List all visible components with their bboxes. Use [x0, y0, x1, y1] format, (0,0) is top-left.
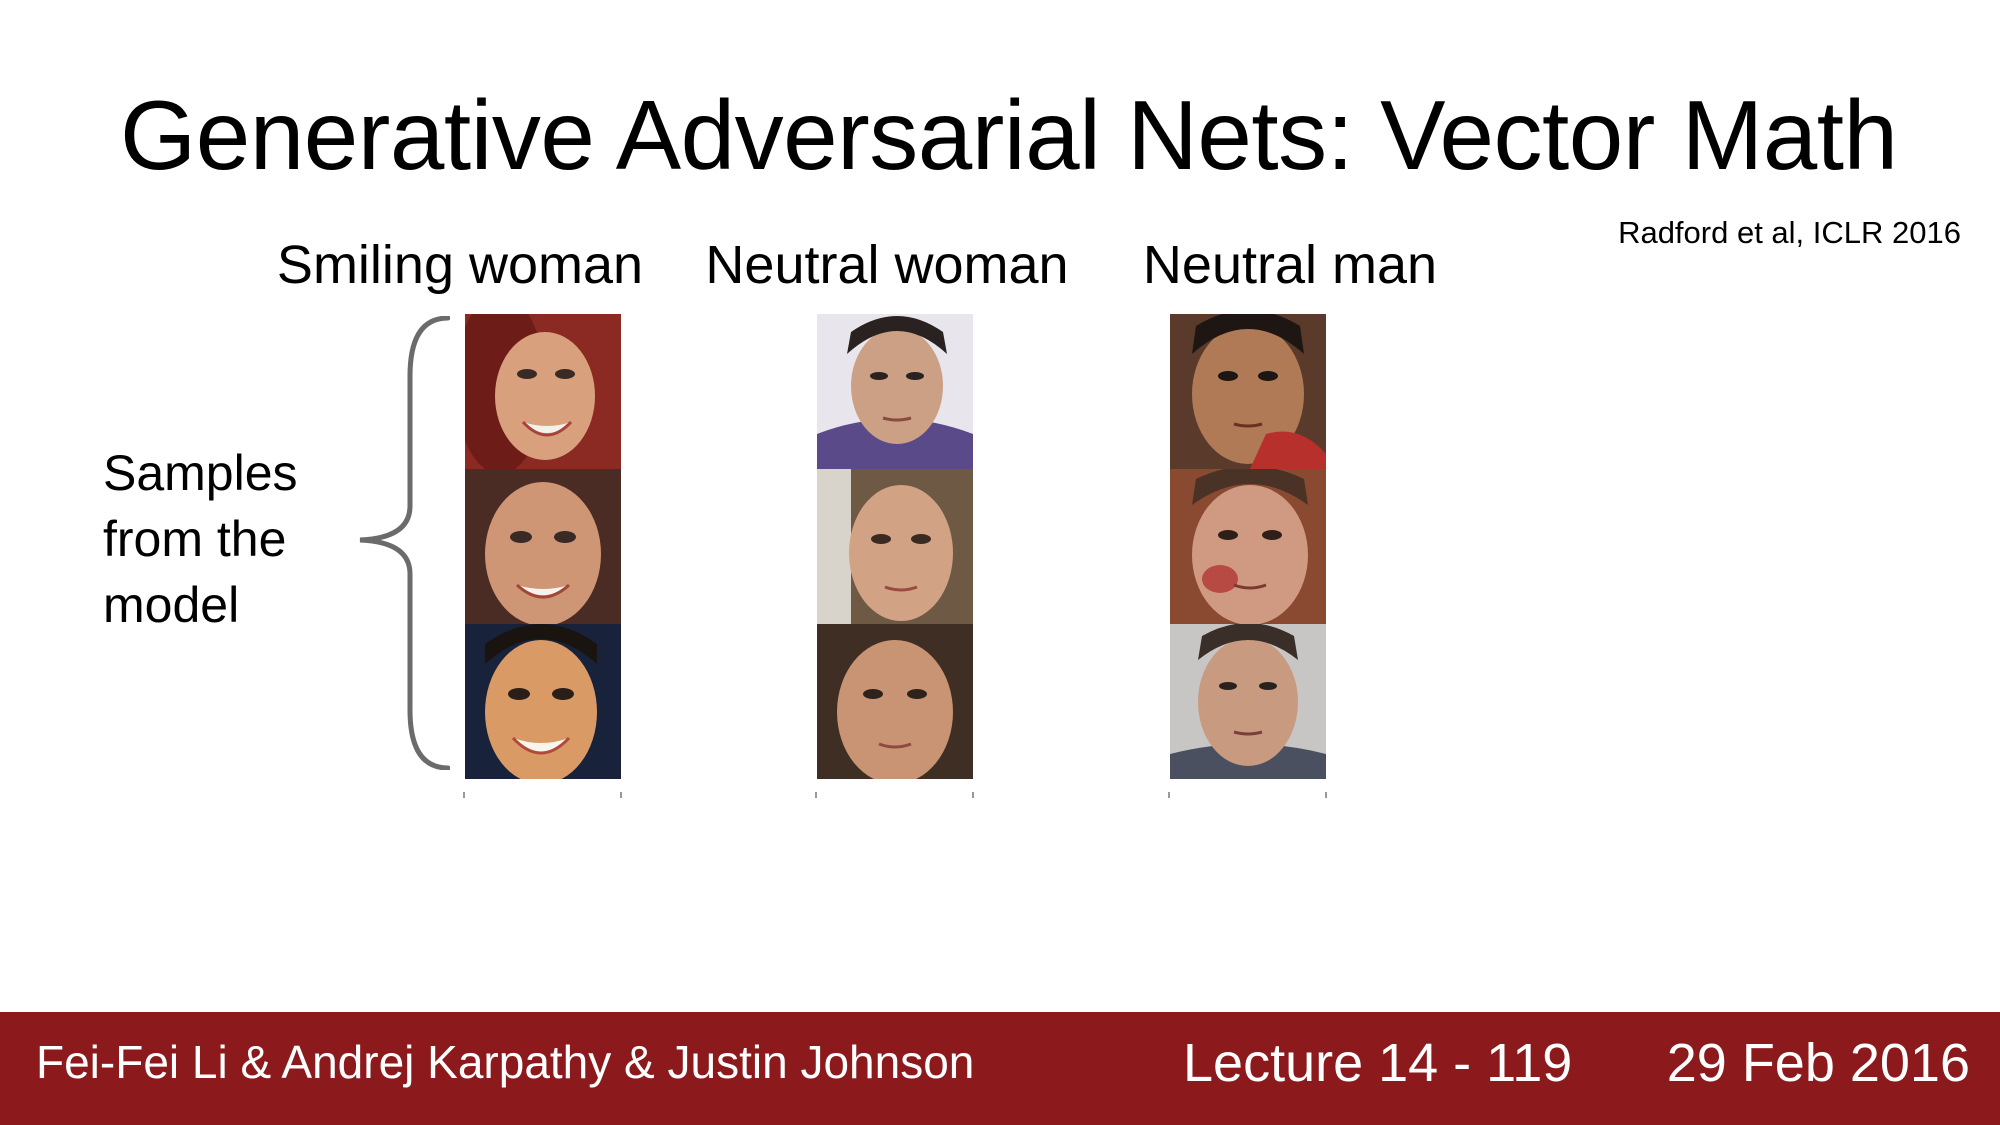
axis-tick	[1325, 792, 1327, 798]
face-column-smiling-woman	[465, 314, 621, 779]
face-sample-image	[465, 314, 621, 469]
axis-tick	[620, 792, 622, 798]
footer-authors: Fei-Fei Li & Andrej Karpathy & Justin Jo…	[36, 1036, 975, 1088]
footer-lecture-number: Lecture 14 - 119	[1183, 1033, 1573, 1093]
samples-label-line-3: model	[103, 577, 240, 633]
curly-brace-icon	[359, 316, 450, 770]
axis-tick	[1168, 792, 1170, 798]
axis-tick	[463, 792, 465, 798]
samples-label-line-1: Samples	[103, 445, 298, 501]
axis-tick	[815, 792, 817, 798]
face-sample-image	[817, 469, 973, 624]
face-sample-image	[465, 624, 621, 779]
citation: Radford et al, ICLR 2016	[1618, 215, 1961, 250]
footer-date: 29 Feb 2016	[1666, 1033, 1970, 1093]
face-sample-image	[817, 624, 973, 779]
face-column-neutral-woman	[817, 314, 973, 779]
column-label-smiling-woman: Smiling woman	[276, 235, 644, 295]
axis-tick	[972, 792, 974, 798]
samples-label-line-2: from the	[103, 511, 287, 567]
column-label-neutral-man: Neutral man	[1142, 235, 1438, 295]
face-sample-image	[1170, 469, 1326, 624]
face-sample-image	[817, 314, 973, 469]
column-label-neutral-woman: Neutral woman	[705, 235, 1069, 295]
samples-label: Samples from the model	[103, 440, 298, 638]
slide-title: Generative Adversarial Nets: Vector Math	[120, 80, 1898, 190]
face-sample-image	[1170, 314, 1326, 469]
face-sample-image	[1170, 624, 1326, 779]
face-sample-image	[465, 469, 621, 624]
footer-bar: Fei-Fei Li & Andrej Karpathy & Justin Jo…	[0, 1012, 2000, 1125]
face-column-neutral-man	[1170, 314, 1326, 779]
